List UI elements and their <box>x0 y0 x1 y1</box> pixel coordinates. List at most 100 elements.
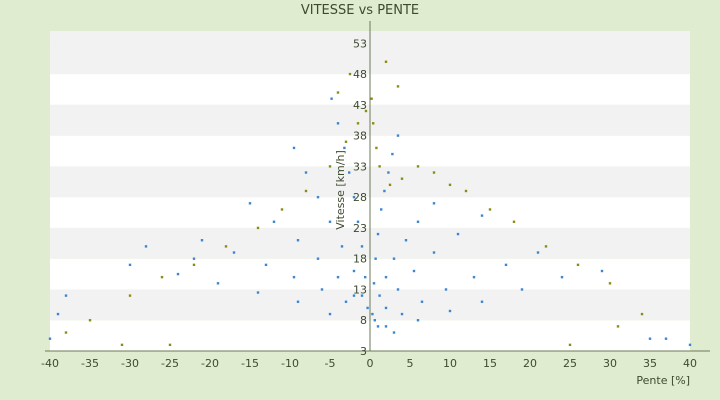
x-tick-label: -35 <box>81 357 99 370</box>
x-tick-label: 15 <box>483 357 497 370</box>
data-point <box>328 220 332 223</box>
x-tick-label: 0 <box>367 357 374 370</box>
y-tick-label: 3 <box>360 345 367 358</box>
data-point <box>544 245 548 248</box>
data-point <box>378 294 381 297</box>
data-point <box>256 291 260 294</box>
chart-title: VITESSE vs PENTE <box>301 3 419 18</box>
y-tick-label: 53 <box>353 37 367 50</box>
x-tick-label: -20 <box>201 357 219 370</box>
data-point <box>366 306 369 310</box>
y-tick-label: 43 <box>353 99 367 112</box>
data-point <box>320 288 324 291</box>
data-point <box>374 257 377 260</box>
data-point <box>376 232 380 236</box>
data-point <box>448 183 452 187</box>
data-point <box>384 325 388 328</box>
data-point <box>376 325 380 328</box>
data-point <box>576 263 580 267</box>
x-axis-label: Pente [%] <box>636 374 690 387</box>
data-point <box>416 165 420 168</box>
data-point <box>688 343 692 347</box>
data-point <box>292 146 296 150</box>
y-tick-label: 28 <box>353 191 367 204</box>
data-point <box>348 72 352 76</box>
x-tick-label: -25 <box>161 357 179 370</box>
data-point <box>343 146 346 150</box>
data-point <box>392 331 396 334</box>
data-point <box>560 275 564 279</box>
data-point <box>616 325 620 328</box>
data-point <box>352 195 356 199</box>
data-point <box>432 251 436 254</box>
data-point <box>304 189 308 193</box>
data-point <box>404 239 408 242</box>
data-point <box>280 208 284 211</box>
data-point <box>360 294 364 297</box>
data-point <box>388 183 392 187</box>
data-point <box>371 312 374 316</box>
data-point <box>456 232 460 236</box>
data-point <box>396 85 400 88</box>
data-point <box>64 294 68 297</box>
x-tick-label: -40 <box>41 357 59 370</box>
data-point <box>384 306 388 310</box>
data-point <box>512 220 516 223</box>
data-point <box>420 300 424 303</box>
data-point <box>360 245 364 248</box>
data-point <box>340 245 344 248</box>
data-point <box>448 309 452 313</box>
data-point <box>356 220 360 223</box>
data-point <box>392 257 396 260</box>
x-tick-label: 30 <box>603 357 617 370</box>
y-tick-label: 13 <box>353 283 367 296</box>
data-point <box>272 220 276 223</box>
data-point <box>444 288 448 291</box>
data-point <box>372 282 376 285</box>
y-tick-label: 18 <box>353 253 367 266</box>
data-points <box>48 60 692 347</box>
x-axis-ticks: -40 -35 -30 -25 -20 -15 -10 -5 0 5 10 15 20 25 30 35 40 <box>41 357 697 370</box>
data-point <box>464 189 468 193</box>
x-tick-label: -10 <box>281 357 299 370</box>
data-point <box>224 245 228 248</box>
x-tick-label: 20 <box>523 357 537 370</box>
data-point <box>328 312 332 316</box>
data-point <box>372 122 375 125</box>
data-point <box>488 208 492 211</box>
data-point <box>336 122 340 125</box>
data-point <box>336 91 340 94</box>
data-point <box>296 239 300 242</box>
data-point <box>472 275 476 279</box>
data-point <box>328 165 332 168</box>
data-point <box>292 275 296 279</box>
data-point <box>330 97 333 100</box>
y-tick-label: 8 <box>360 314 367 327</box>
data-point <box>648 337 652 340</box>
data-point <box>64 331 68 334</box>
x-tick-label: 5 <box>407 357 414 370</box>
data-point <box>608 282 612 285</box>
data-point <box>160 275 164 279</box>
data-point <box>144 245 148 248</box>
data-point <box>48 337 52 340</box>
data-point <box>352 294 356 297</box>
x-tick-label: 35 <box>643 357 657 370</box>
data-point <box>536 251 540 254</box>
x-tick-label: -15 <box>241 357 259 370</box>
data-point <box>391 152 394 156</box>
y-tick-label: 38 <box>353 130 367 143</box>
data-point <box>344 300 348 303</box>
data-point <box>168 343 172 347</box>
data-point <box>248 202 252 205</box>
x-tick-label: 25 <box>563 357 577 370</box>
data-point <box>88 319 92 322</box>
data-point <box>416 220 420 223</box>
y-tick-label: 23 <box>353 222 367 235</box>
data-point <box>383 189 386 193</box>
data-point <box>232 251 236 254</box>
data-point <box>378 165 381 168</box>
data-point <box>600 269 604 273</box>
y-tick-label: 48 <box>353 68 367 81</box>
